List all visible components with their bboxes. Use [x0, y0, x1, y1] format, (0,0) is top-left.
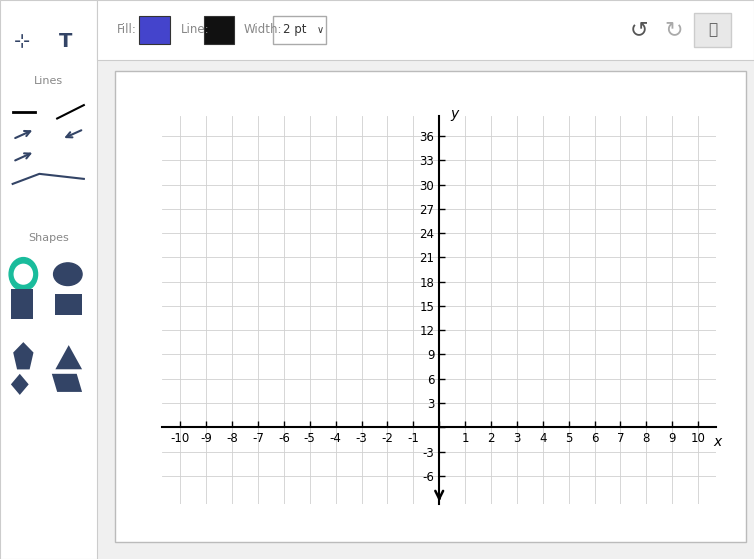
Text: Line:: Line: [181, 23, 210, 36]
Ellipse shape [9, 258, 38, 291]
Ellipse shape [54, 263, 82, 286]
Text: 🗑: 🗑 [708, 22, 717, 37]
Text: y: y [451, 107, 459, 121]
Polygon shape [55, 345, 82, 369]
Text: Fill:: Fill: [117, 23, 136, 36]
Text: Shapes: Shapes [28, 233, 69, 243]
Polygon shape [52, 374, 82, 392]
Ellipse shape [14, 264, 33, 285]
Text: x: x [713, 435, 722, 449]
Bar [11, 290, 33, 319]
Bar [55, 294, 82, 315]
Text: ↻: ↻ [664, 20, 682, 40]
Text: ∨: ∨ [317, 25, 324, 35]
Text: Width:: Width: [244, 23, 282, 36]
Text: ⊹: ⊹ [14, 32, 29, 51]
Polygon shape [13, 342, 33, 369]
Polygon shape [11, 374, 29, 395]
Text: 2 pt: 2 pt [283, 23, 306, 36]
Text: T: T [60, 32, 72, 51]
Text: Lines: Lines [34, 76, 63, 86]
Text: ↺: ↺ [630, 20, 648, 40]
